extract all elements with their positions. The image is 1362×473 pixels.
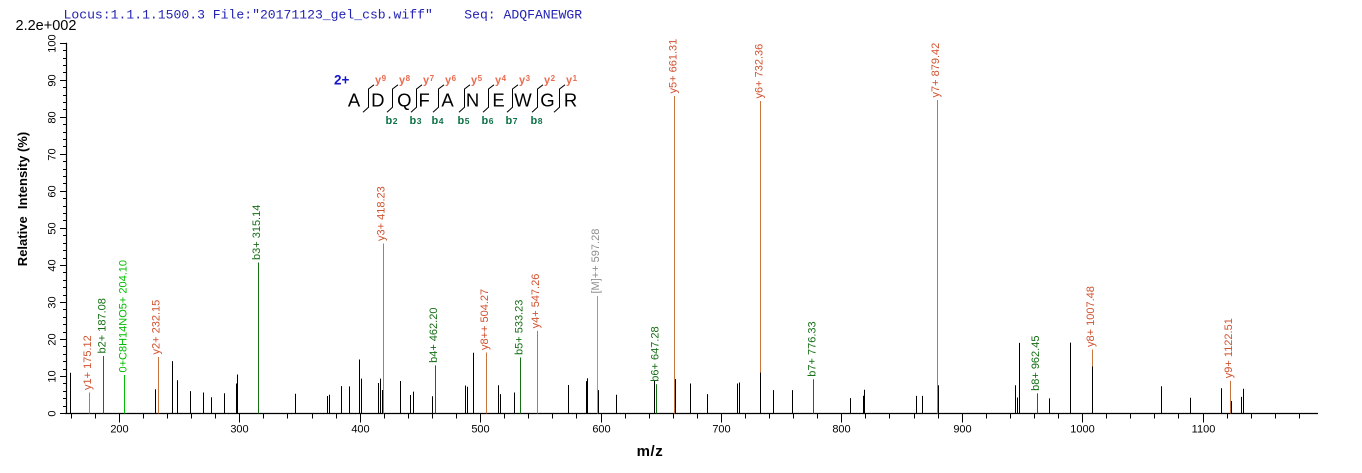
svg-text:50: 50 [47, 222, 59, 234]
svg-text:b6: b6 [482, 115, 494, 127]
svg-text:Relative Intensity (%): Relative Intensity (%) [15, 132, 30, 266]
svg-text:0+C8H14NO5+ 204.10: 0+C8H14NO5+ 204.10 [117, 260, 129, 373]
svg-text:y1: y1 [566, 74, 578, 87]
svg-text:900: 900 [953, 424, 971, 436]
svg-text:y5: y5 [471, 74, 483, 87]
svg-text:b4+ 462.20: b4+ 462.20 [428, 308, 440, 363]
svg-text:E: E [492, 89, 504, 110]
svg-text:y6: y6 [445, 74, 457, 87]
svg-text:2.2e+002: 2.2e+002 [16, 18, 77, 34]
svg-text:b4: b4 [432, 115, 444, 127]
svg-text:y6+ 732.36: y6+ 732.36 [753, 44, 765, 99]
svg-text:2+: 2+ [334, 73, 350, 88]
svg-text:100: 100 [47, 34, 59, 52]
svg-text:90: 90 [47, 74, 59, 86]
svg-text:1100: 1100 [1192, 424, 1216, 436]
svg-text:y3: y3 [519, 74, 531, 87]
svg-text:1000: 1000 [1070, 424, 1094, 436]
svg-text:G: G [540, 89, 554, 110]
svg-text:200: 200 [110, 424, 128, 436]
svg-text:A: A [441, 89, 454, 110]
svg-text:Locus:1.1.1.1500.3 File:"20171: Locus:1.1.1.1500.3 File:"20171123_gel_cs… [64, 8, 583, 23]
svg-text:N: N [466, 89, 479, 110]
svg-text:A: A [348, 89, 361, 110]
svg-text:y4+ 547.26: y4+ 547.26 [530, 274, 542, 329]
svg-text:y8+ 1007.48: y8+ 1007.48 [1085, 286, 1097, 347]
svg-text:y9: y9 [375, 74, 387, 87]
svg-text:40: 40 [47, 259, 59, 271]
svg-text:y5+ 661.31: y5+ 661.31 [667, 39, 679, 94]
svg-text:b6+ 647.28: b6+ 647.28 [649, 326, 661, 381]
svg-text:F: F [419, 89, 430, 110]
svg-text:800: 800 [832, 424, 850, 436]
svg-text:700: 700 [712, 424, 730, 436]
svg-text:b5: b5 [458, 115, 470, 127]
svg-text:W: W [514, 89, 532, 110]
svg-text:y4: y4 [495, 74, 507, 87]
svg-text:y1+ 175.12: y1+ 175.12 [82, 335, 94, 390]
svg-text:10: 10 [47, 370, 59, 382]
svg-text:60: 60 [47, 185, 59, 197]
svg-text:b2+ 187.08: b2+ 187.08 [96, 298, 108, 353]
svg-text:y8: y8 [399, 74, 411, 87]
svg-text:80: 80 [47, 111, 59, 123]
svg-text:R: R [564, 89, 577, 110]
svg-text:70: 70 [47, 148, 59, 160]
svg-text:b7+ 776.33: b7+ 776.33 [806, 321, 818, 376]
svg-text:300: 300 [230, 424, 248, 436]
svg-text:b3+ 315.14: b3+ 315.14 [251, 205, 263, 260]
svg-text:b2: b2 [386, 115, 398, 127]
svg-text:30: 30 [47, 296, 59, 308]
svg-text:y8++ 504.27: y8++ 504.27 [479, 289, 491, 350]
svg-text:y7: y7 [423, 74, 435, 87]
svg-text:y9+ 1122.51: y9+ 1122.51 [1223, 318, 1235, 378]
svg-text:[M]++ 597.28: [M]++ 597.28 [590, 229, 602, 294]
svg-text:y2: y2 [544, 74, 556, 87]
svg-text:b3: b3 [410, 115, 422, 127]
svg-text:y3+ 418.23: y3+ 418.23 [376, 186, 388, 241]
svg-text:400: 400 [351, 424, 369, 436]
svg-text:b8+ 962.45: b8+ 962.45 [1030, 336, 1042, 391]
svg-text:b5+ 533.23: b5+ 533.23 [513, 300, 525, 355]
svg-text:m/z: m/z [637, 443, 664, 460]
svg-text:500: 500 [471, 424, 489, 436]
svg-text:D: D [371, 89, 384, 110]
svg-text:y7+ 879.42: y7+ 879.42 [930, 43, 942, 98]
svg-text:20: 20 [47, 333, 59, 345]
svg-text:y2+ 232.15: y2+ 232.15 [151, 300, 163, 355]
svg-text:600: 600 [592, 424, 610, 436]
svg-text:b7: b7 [506, 115, 518, 127]
svg-text:b8: b8 [531, 115, 543, 127]
svg-text:0: 0 [47, 410, 59, 416]
svg-text:Q: Q [397, 89, 411, 110]
